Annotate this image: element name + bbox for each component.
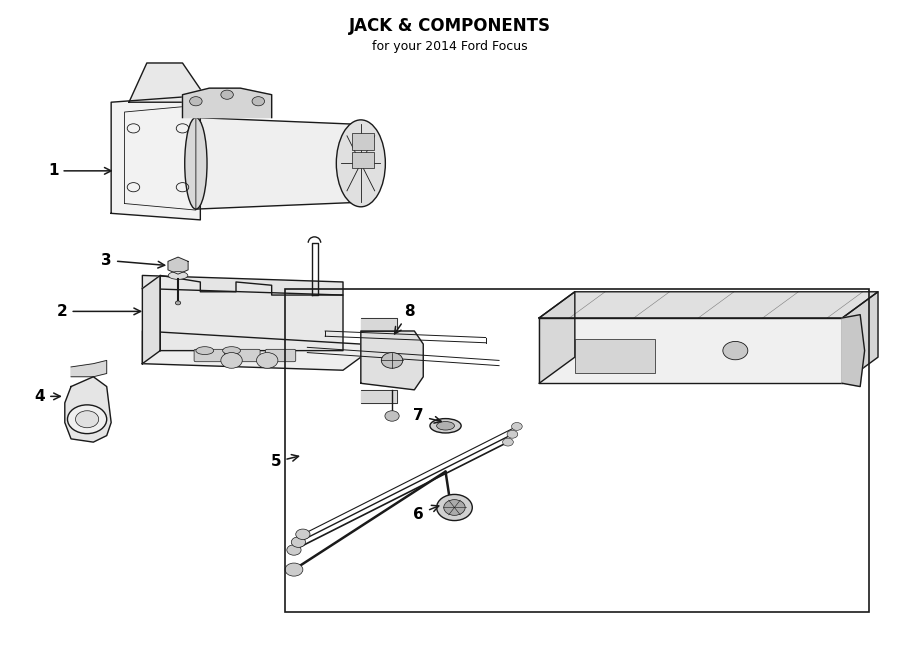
Circle shape	[511, 422, 522, 430]
Circle shape	[502, 438, 513, 446]
Circle shape	[252, 97, 265, 106]
Polygon shape	[71, 360, 107, 377]
Text: 4: 4	[34, 389, 60, 404]
Ellipse shape	[196, 347, 213, 355]
Polygon shape	[65, 377, 112, 442]
Text: 8: 8	[394, 304, 415, 334]
Circle shape	[220, 90, 233, 99]
FancyBboxPatch shape	[230, 350, 260, 361]
Text: 2: 2	[57, 304, 140, 319]
FancyBboxPatch shape	[194, 350, 224, 361]
Ellipse shape	[436, 422, 454, 430]
Circle shape	[382, 353, 402, 368]
Text: JACK & COMPONENTS: JACK & COMPONENTS	[349, 17, 551, 35]
Bar	[352, 152, 374, 168]
Bar	[575, 340, 655, 373]
Polygon shape	[160, 275, 343, 351]
Circle shape	[292, 537, 306, 547]
Text: 6: 6	[413, 505, 438, 522]
Circle shape	[220, 353, 242, 368]
Polygon shape	[142, 275, 343, 295]
Polygon shape	[196, 118, 361, 209]
Circle shape	[68, 405, 107, 434]
Polygon shape	[361, 318, 397, 331]
Circle shape	[723, 342, 748, 359]
FancyBboxPatch shape	[266, 350, 296, 361]
Bar	[352, 133, 374, 150]
Circle shape	[436, 495, 472, 520]
Polygon shape	[361, 331, 423, 390]
Polygon shape	[142, 275, 160, 363]
Polygon shape	[142, 331, 361, 370]
Text: 5: 5	[271, 454, 299, 469]
Ellipse shape	[222, 347, 240, 355]
Polygon shape	[842, 292, 878, 383]
Circle shape	[76, 410, 99, 428]
Circle shape	[287, 545, 302, 555]
Ellipse shape	[337, 120, 385, 207]
Circle shape	[256, 353, 278, 368]
Polygon shape	[842, 314, 865, 387]
Polygon shape	[183, 88, 272, 118]
Polygon shape	[168, 257, 188, 274]
Ellipse shape	[430, 418, 461, 433]
Circle shape	[296, 529, 310, 540]
Text: for your 2014 Ford Focus: for your 2014 Ford Focus	[373, 40, 527, 53]
Circle shape	[285, 563, 303, 576]
Circle shape	[507, 430, 517, 438]
Circle shape	[444, 500, 465, 515]
Polygon shape	[112, 96, 201, 220]
Circle shape	[385, 410, 400, 421]
Ellipse shape	[184, 118, 207, 209]
Circle shape	[190, 97, 203, 106]
Polygon shape	[361, 390, 397, 403]
Text: 3: 3	[102, 253, 165, 268]
Polygon shape	[539, 292, 575, 383]
Text: 1: 1	[48, 164, 111, 178]
Ellipse shape	[176, 301, 181, 305]
Polygon shape	[539, 292, 878, 318]
Polygon shape	[129, 63, 205, 102]
Polygon shape	[539, 318, 842, 383]
Ellipse shape	[168, 271, 188, 279]
Text: 7: 7	[413, 408, 441, 424]
